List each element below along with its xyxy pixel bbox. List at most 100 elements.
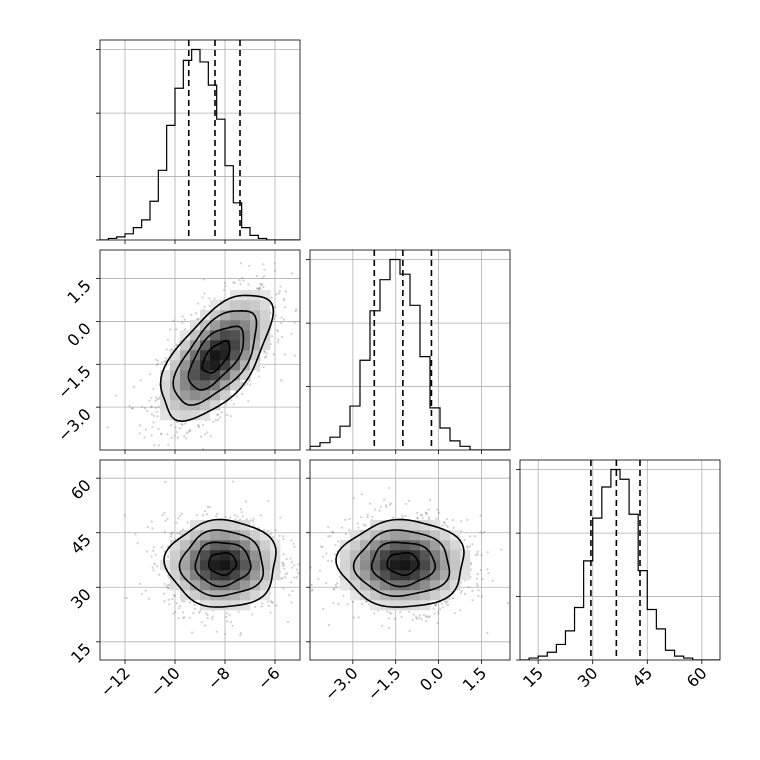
scatter-point <box>163 550 166 553</box>
scatter-point <box>188 428 192 432</box>
scatter-point <box>283 299 286 302</box>
scatter-point <box>476 582 479 585</box>
scatter-point <box>387 617 390 620</box>
scatter-point <box>280 316 283 319</box>
scatter-point <box>440 602 443 605</box>
scatter-point <box>306 273 308 275</box>
density-cell <box>200 530 211 541</box>
density-cell <box>220 560 231 571</box>
scatter-point <box>217 413 220 416</box>
scatter-point <box>176 436 179 439</box>
scatter-point <box>286 620 290 624</box>
scatter-point <box>188 429 192 433</box>
histogram-panel-0 <box>96 39 301 244</box>
scatter-point <box>282 535 285 538</box>
density-cell <box>220 530 231 541</box>
scatter-point <box>470 563 473 566</box>
scatter-point <box>150 468 152 470</box>
scatter-point <box>301 308 303 310</box>
scatter-point <box>293 354 296 357</box>
scatter-point <box>254 605 257 609</box>
scatter-point <box>165 348 168 351</box>
scatter-point <box>157 397 160 400</box>
scatter-point <box>151 527 154 530</box>
density-cell <box>260 580 271 591</box>
scatter-point <box>199 610 202 613</box>
scatter-point <box>152 549 155 552</box>
scatter-point <box>274 529 277 532</box>
scatter-point <box>352 497 355 500</box>
scatter-point <box>364 524 367 527</box>
scatter-point <box>195 514 198 517</box>
scatter-point <box>295 576 298 579</box>
scatter-point <box>164 480 167 484</box>
scatter-point <box>295 568 299 571</box>
scatter-point <box>157 405 160 408</box>
scatter-point <box>231 624 234 627</box>
scatter-point <box>183 328 187 331</box>
density-cell <box>220 310 231 321</box>
scatter-point <box>310 589 313 592</box>
density-cell <box>240 330 251 341</box>
x-tick-label: −1.5 <box>364 663 405 704</box>
scatter-point <box>310 566 312 569</box>
scatter-point <box>270 532 273 536</box>
scatter-point <box>388 503 391 506</box>
scatter-point <box>334 543 337 546</box>
density-cell <box>250 530 261 541</box>
scatter-point <box>288 594 291 597</box>
scatter-point <box>216 413 219 416</box>
scatter-point <box>247 283 250 286</box>
density-cell <box>240 340 251 351</box>
scatter-point <box>282 537 285 541</box>
scatter-point <box>239 634 242 637</box>
scatter-point <box>380 624 384 627</box>
scatter-point <box>150 405 153 408</box>
scatter-point <box>348 517 351 521</box>
scatter-point <box>242 279 245 282</box>
contour-line <box>178 529 265 597</box>
scatter-point <box>192 611 195 615</box>
scatter-point <box>201 296 204 299</box>
scatter-point <box>445 517 448 521</box>
scatter-point <box>240 381 244 385</box>
scatter-point <box>393 617 396 620</box>
density-cell <box>210 560 221 571</box>
scatter-point <box>326 559 330 562</box>
scatter-point <box>171 597 174 601</box>
scatter-point <box>374 508 377 511</box>
density-cell <box>210 400 221 411</box>
scatter-point <box>271 601 274 604</box>
scatter-point <box>175 601 178 605</box>
scatter-point <box>248 264 251 268</box>
scatter-point <box>471 543 474 546</box>
scatter-point <box>181 423 184 426</box>
density-cell <box>230 320 241 331</box>
scatter-point <box>156 359 160 362</box>
contour-line <box>159 294 275 423</box>
scatter-point <box>454 612 457 615</box>
scatter-point <box>378 509 381 512</box>
scatter-point <box>267 500 270 503</box>
scatter-point <box>190 631 194 634</box>
density-cell <box>160 410 171 421</box>
y-tick-label: 15 <box>67 639 95 667</box>
scatter-point <box>235 395 238 398</box>
x-tick-label: 0.0 <box>416 663 447 694</box>
density-cell <box>170 380 181 391</box>
scatter-point <box>265 352 268 355</box>
density-cell <box>250 550 261 561</box>
density-cell <box>210 530 221 541</box>
scatter-point <box>167 556 170 559</box>
scatter-point <box>131 407 134 410</box>
scatter-point <box>150 434 153 437</box>
scatter-point <box>282 587 285 590</box>
scatter-point <box>442 521 446 524</box>
scatter-point <box>247 400 250 403</box>
scatter-point <box>166 433 169 436</box>
scatter-point <box>500 548 503 551</box>
scatter-point <box>425 615 428 618</box>
density-cell <box>200 380 211 391</box>
scatter-point <box>437 610 440 613</box>
x-tick-label: 1.5 <box>459 663 490 694</box>
